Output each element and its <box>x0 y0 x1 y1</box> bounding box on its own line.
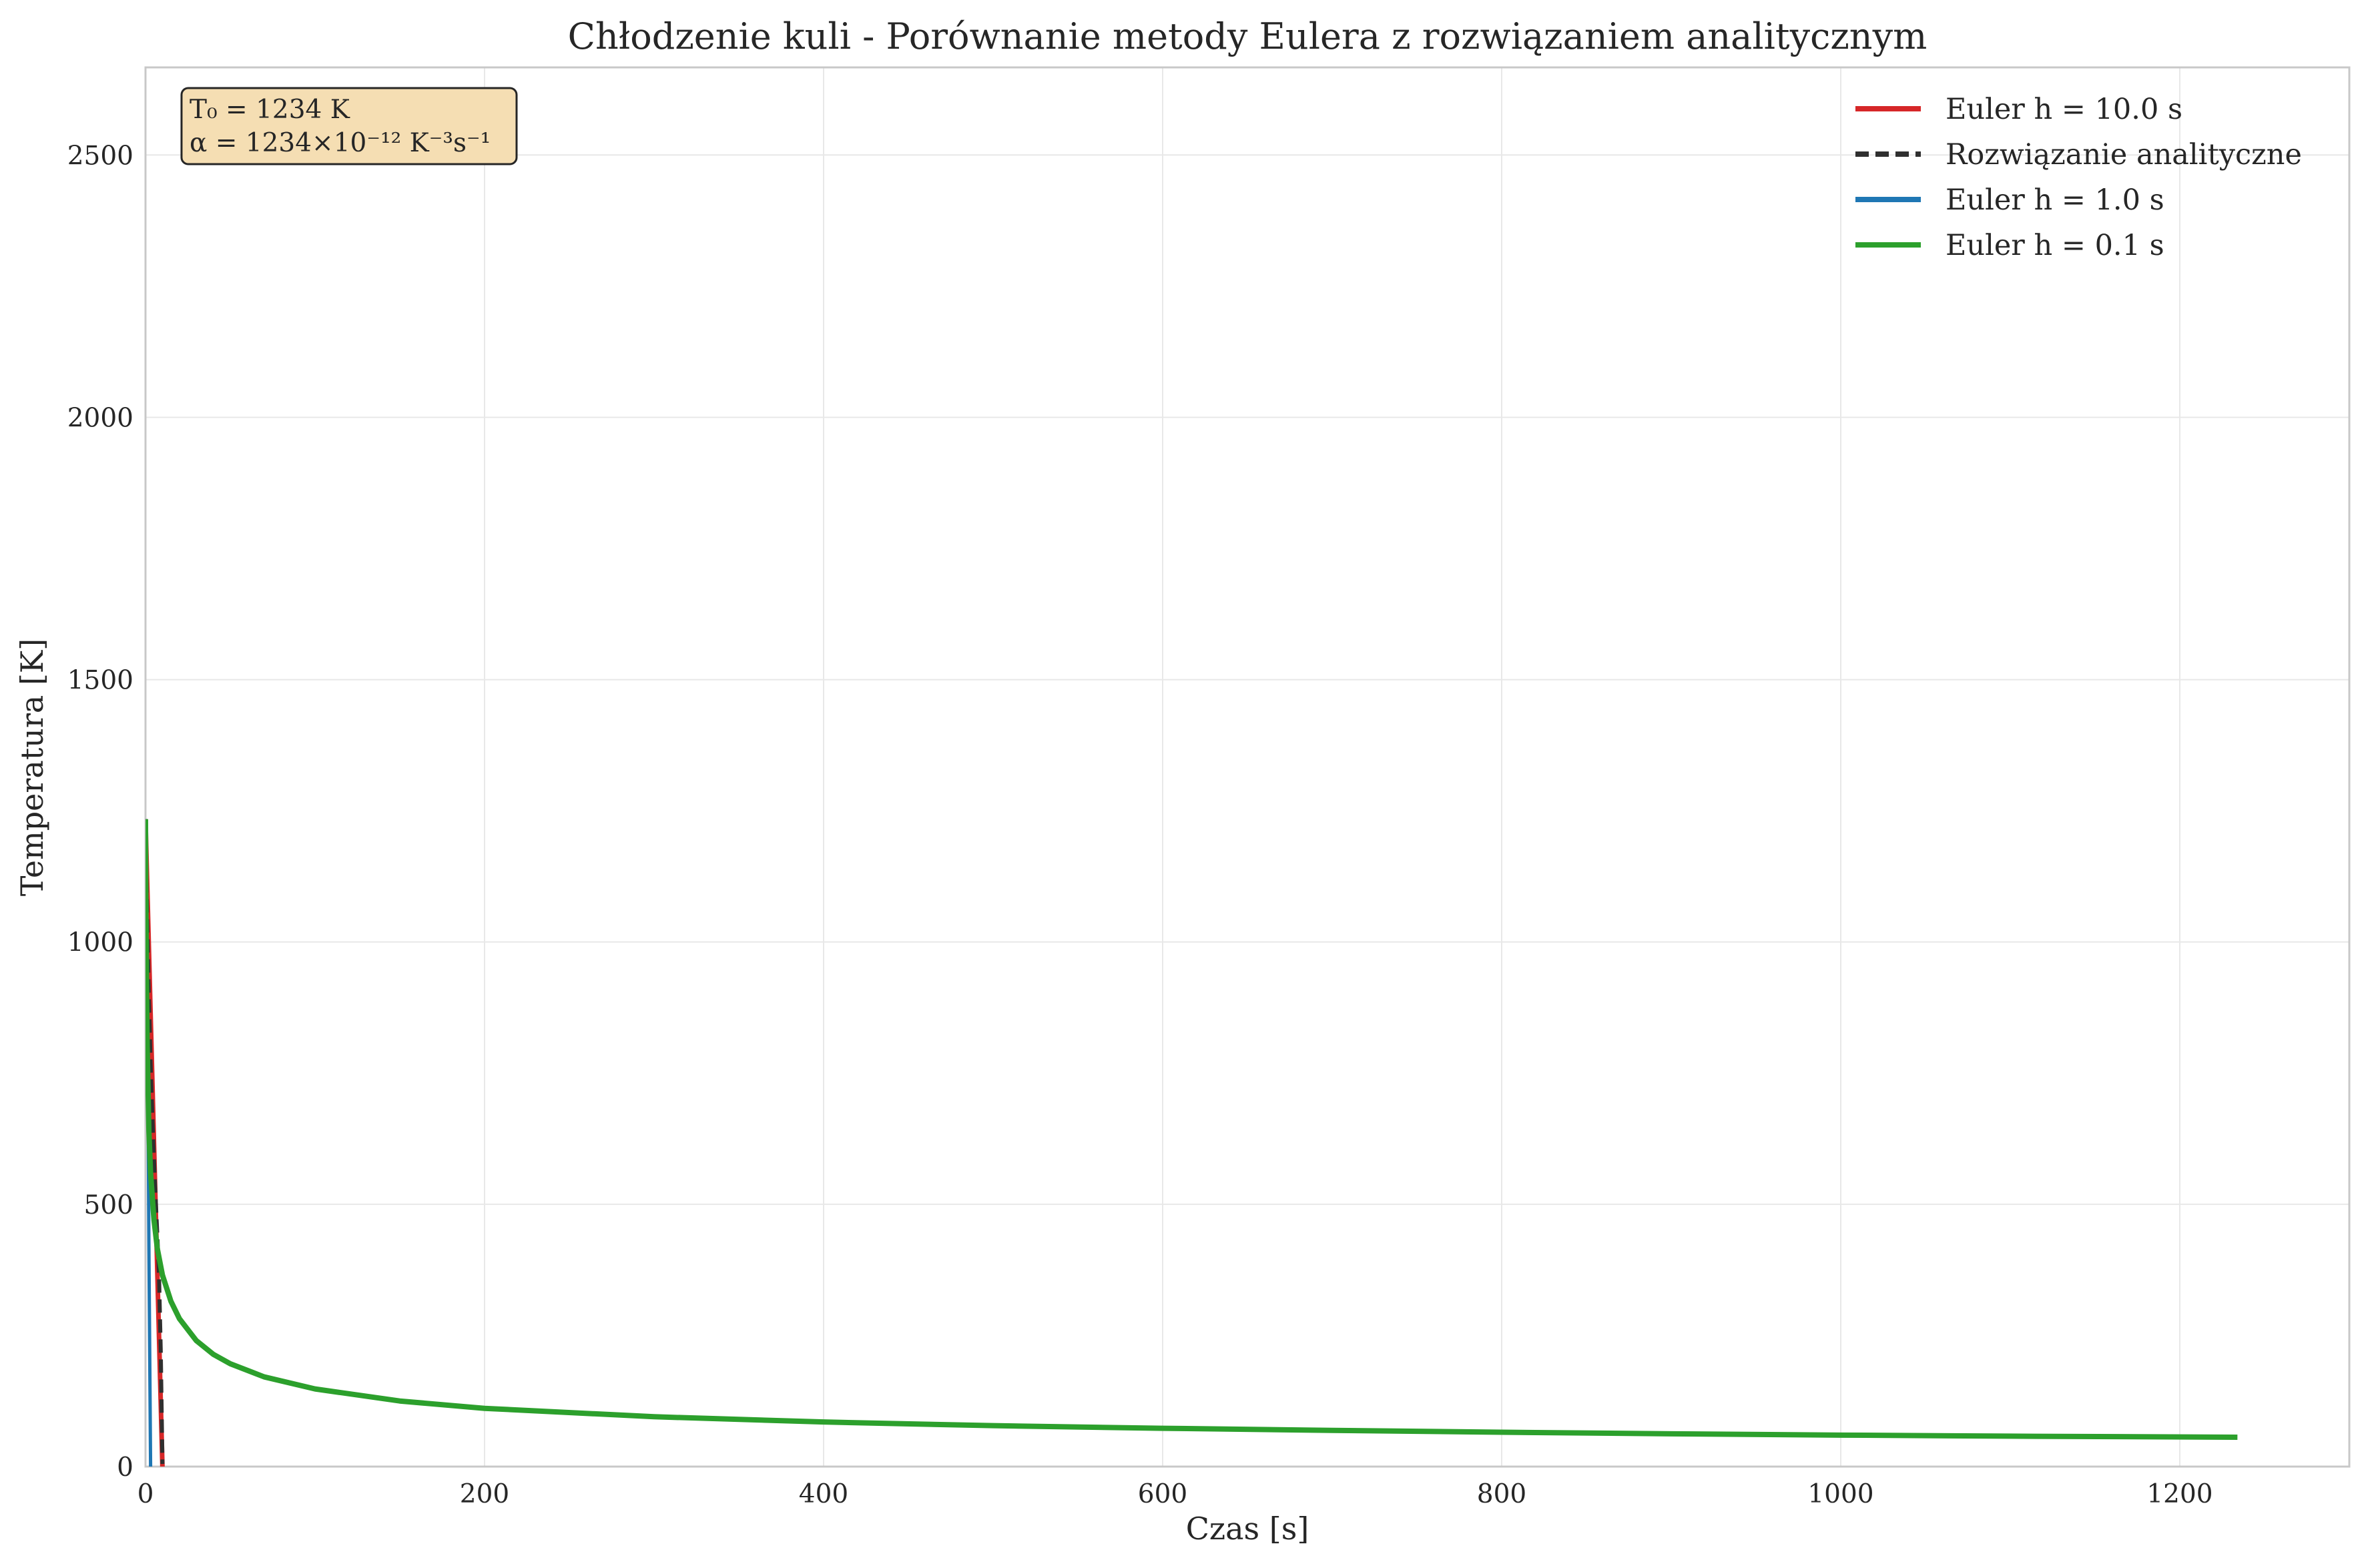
chart-title: Chłodzenie kuli - Porównanie metody Eule… <box>568 15 1928 57</box>
series-line-euler-h-0-1-s <box>145 819 2238 1440</box>
x-tick-label: 600 <box>1138 1479 1187 1509</box>
y-tick-labels: 0 500 1000 1500 2000 2500 <box>67 141 133 1483</box>
legend-label-euler-h-10-0-s: Euler h = 10.0 s <box>1946 93 2182 126</box>
legend: Euler h = 10.0 s Rozwiązanie analityczne E… <box>1855 93 2302 262</box>
legend-label-euler-h-1-0-s: Euler h = 1.0 s <box>1946 183 2164 217</box>
parameter-annotation: T₀ = 1234 K α = 1234×10⁻¹² K⁻³s⁻¹ <box>180 87 518 165</box>
series-line-rozwi-zanie-analityczne <box>145 819 165 1465</box>
y-tick-label: 2500 <box>67 141 133 171</box>
x-tick-label: 1000 <box>1807 1479 1873 1509</box>
legend-label-euler-h-0-1-s: Euler h = 0.1 s <box>1946 229 2164 262</box>
annotation-initial-temperature: T₀ = 1234 K <box>190 95 350 125</box>
y-tick-label: 500 <box>84 1190 133 1220</box>
legend-label-rozwi-zanie-analityczne: Rozwiązanie analityczne <box>1946 138 2302 171</box>
y-tick-label: 1500 <box>67 666 133 696</box>
x-axis-label: Czas [s] <box>1186 1511 1309 1547</box>
y-tick-label: 2000 <box>67 403 133 433</box>
series-layer <box>145 819 2238 1467</box>
x-tick-label: 200 <box>460 1479 509 1509</box>
x-tick-label: 400 <box>799 1479 848 1509</box>
x-tick-label: 800 <box>1477 1479 1526 1509</box>
x-tick-label: 0 <box>137 1479 154 1509</box>
y-tick-label: 1000 <box>67 928 133 958</box>
x-tick-labels: 0 200 400 600 800 1000 1200 <box>137 1479 2213 1509</box>
annotation-box <box>180 87 518 165</box>
y-tick-label: 0 <box>117 1453 133 1483</box>
annotation-alpha: α = 1234×10⁻¹² K⁻³s⁻¹ <box>190 128 491 158</box>
y-axis-label: Temperatura [K] <box>14 639 50 896</box>
x-tick-label: 1200 <box>2146 1479 2212 1509</box>
plot-area-frame <box>144 66 2351 1468</box>
